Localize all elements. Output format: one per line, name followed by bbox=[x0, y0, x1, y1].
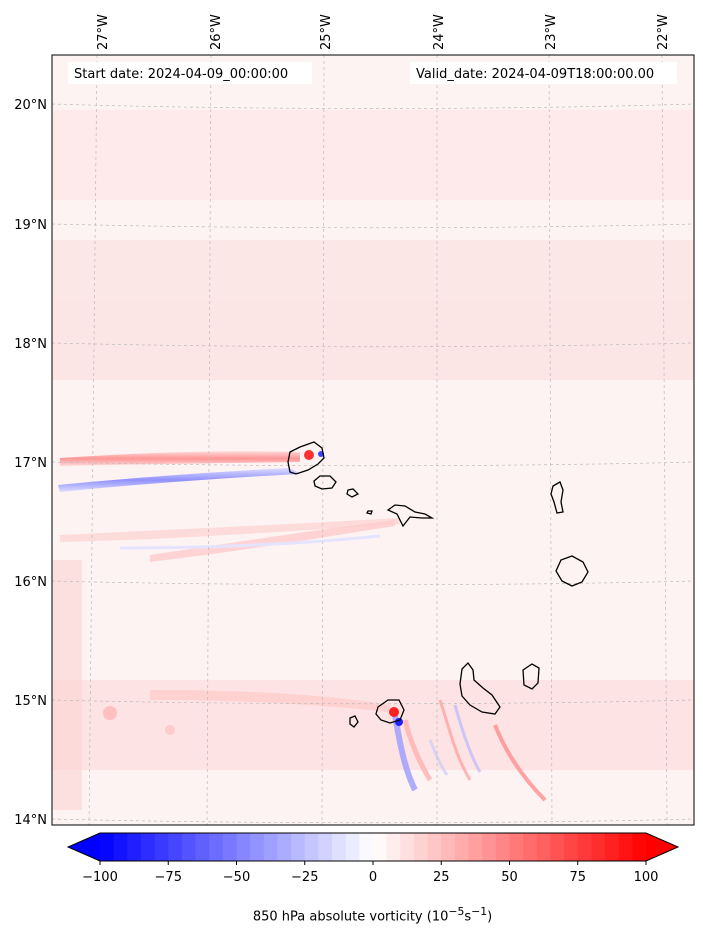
colorbar-cell bbox=[168, 833, 183, 861]
colorbar-cell bbox=[605, 833, 620, 861]
colorbar-cell bbox=[222, 833, 237, 861]
colorbar-cell bbox=[277, 833, 292, 861]
island-santo-antao bbox=[287, 441, 325, 475]
colorbar-cell bbox=[618, 833, 633, 861]
colorbar-tick-label: 50 bbox=[501, 870, 518, 885]
colorbar-extend-min bbox=[68, 833, 100, 861]
colorbar-cell bbox=[291, 833, 306, 861]
colorbar-cell bbox=[127, 833, 142, 861]
island-brava bbox=[349, 715, 359, 728]
colorbar-tick-label: 25 bbox=[433, 870, 450, 885]
lon-tick-label: 25°W bbox=[319, 14, 334, 50]
colorbar-cell bbox=[509, 833, 524, 861]
colorbar-cell bbox=[564, 833, 579, 861]
lon-tick-label: 24°W bbox=[432, 14, 447, 50]
colorbar-cell bbox=[195, 833, 210, 861]
colorbar-cell bbox=[236, 833, 251, 861]
island-boa-vista bbox=[555, 555, 589, 587]
valid-date-box bbox=[410, 62, 677, 84]
colorbar-cell bbox=[181, 833, 196, 861]
colorbar-tick-label: 0 bbox=[369, 870, 377, 885]
colorbar-cell bbox=[113, 833, 128, 861]
colorbar-cell bbox=[359, 833, 374, 861]
colorbar-cell bbox=[250, 833, 265, 861]
colorbar-cell bbox=[454, 833, 469, 861]
colorbar-cell bbox=[495, 833, 510, 861]
lat-tick-label: 18°N bbox=[14, 337, 47, 352]
island-maio bbox=[522, 663, 540, 690]
colorbar-cell bbox=[523, 833, 538, 861]
island-fogo bbox=[375, 699, 405, 724]
lon-tick-label: 27°W bbox=[96, 14, 111, 50]
lat-tick-label: 16°N bbox=[14, 575, 47, 590]
colorbar-cell bbox=[536, 833, 551, 861]
island-branco bbox=[366, 510, 373, 515]
colorbar-label: 850 hPa absolute vorticity (10−5s−1) bbox=[252, 905, 493, 925]
colorbar-tick-label: −100 bbox=[82, 870, 118, 885]
gridlines bbox=[52, 55, 694, 825]
colorbar-cell bbox=[140, 833, 155, 861]
coastlines bbox=[287, 441, 589, 728]
colorbar: −100 −75 −50 −25 0 25 50 75 100 bbox=[66, 832, 680, 885]
colorbar-cell bbox=[100, 833, 115, 861]
colorbar-cell bbox=[345, 833, 360, 861]
start-date-box bbox=[68, 62, 312, 84]
colorbar-cell bbox=[591, 833, 606, 861]
colorbar-cells bbox=[100, 833, 647, 861]
colorbar-cell bbox=[632, 833, 647, 861]
lat-tick-label: 17°N bbox=[14, 456, 47, 471]
colorbar-tick-label: 100 bbox=[634, 870, 659, 885]
colorbar-cell bbox=[577, 833, 592, 861]
lon-tick-label: 26°W bbox=[209, 14, 224, 50]
colorbar-cell bbox=[154, 833, 169, 861]
colorbar-cell bbox=[468, 833, 483, 861]
island-santiago bbox=[459, 661, 501, 715]
colorbar-tick-label: −50 bbox=[223, 870, 250, 885]
lat-tick-label: 19°N bbox=[14, 218, 47, 233]
latitude-labels: 20°N 19°N 18°N 17°N 16°N 15°N 14°N bbox=[14, 98, 47, 828]
valid-date-label: Valid_date: 2024-04-09T18:00:00.00 bbox=[416, 67, 654, 82]
lon-tick-label: 23°W bbox=[544, 14, 559, 50]
island-sao-vicente bbox=[313, 475, 337, 490]
colorbar-cell bbox=[304, 833, 319, 861]
map-panel: Start date: 2024-04-09_00:00:00 Valid_da… bbox=[51, 54, 695, 826]
colorbar-cell bbox=[318, 833, 333, 861]
map-frame bbox=[51, 54, 695, 826]
colorbar-cell bbox=[550, 833, 565, 861]
colorbar-cell bbox=[427, 833, 442, 861]
colorbar-cell bbox=[482, 833, 497, 861]
lat-tick-label: 14°N bbox=[14, 813, 47, 828]
colorbar-extend-max bbox=[646, 833, 678, 861]
colorbar-cell bbox=[386, 833, 401, 861]
colorbar-cell bbox=[373, 833, 388, 861]
colorbar-cell bbox=[209, 833, 224, 861]
island-santa-luzia bbox=[346, 488, 360, 498]
start-date-label: Start date: 2024-04-09_00:00:00 bbox=[74, 67, 288, 82]
colorbar-cell bbox=[441, 833, 456, 861]
colorbar-tick-label: −75 bbox=[155, 870, 182, 885]
colorbar-ticks: −100 −75 −50 −25 0 25 50 75 100 bbox=[82, 861, 658, 885]
colorbar-cell bbox=[413, 833, 428, 861]
colorbar-cell bbox=[332, 833, 347, 861]
colorbar-tick-label: 75 bbox=[569, 870, 586, 885]
colorbar-cell bbox=[263, 833, 278, 861]
lon-tick-label: 22°W bbox=[656, 14, 671, 50]
island-sao-nicolau bbox=[386, 504, 435, 528]
colorbar-tick-label: −25 bbox=[291, 870, 318, 885]
lat-tick-label: 15°N bbox=[14, 694, 47, 709]
longitude-labels: 27°W 26°W 25°W 24°W 23°W 22°W bbox=[96, 14, 671, 50]
colorbar-cell bbox=[400, 833, 415, 861]
island-sal bbox=[550, 481, 564, 514]
lat-tick-label: 20°N bbox=[14, 98, 47, 113]
vorticity-field bbox=[52, 110, 694, 810]
